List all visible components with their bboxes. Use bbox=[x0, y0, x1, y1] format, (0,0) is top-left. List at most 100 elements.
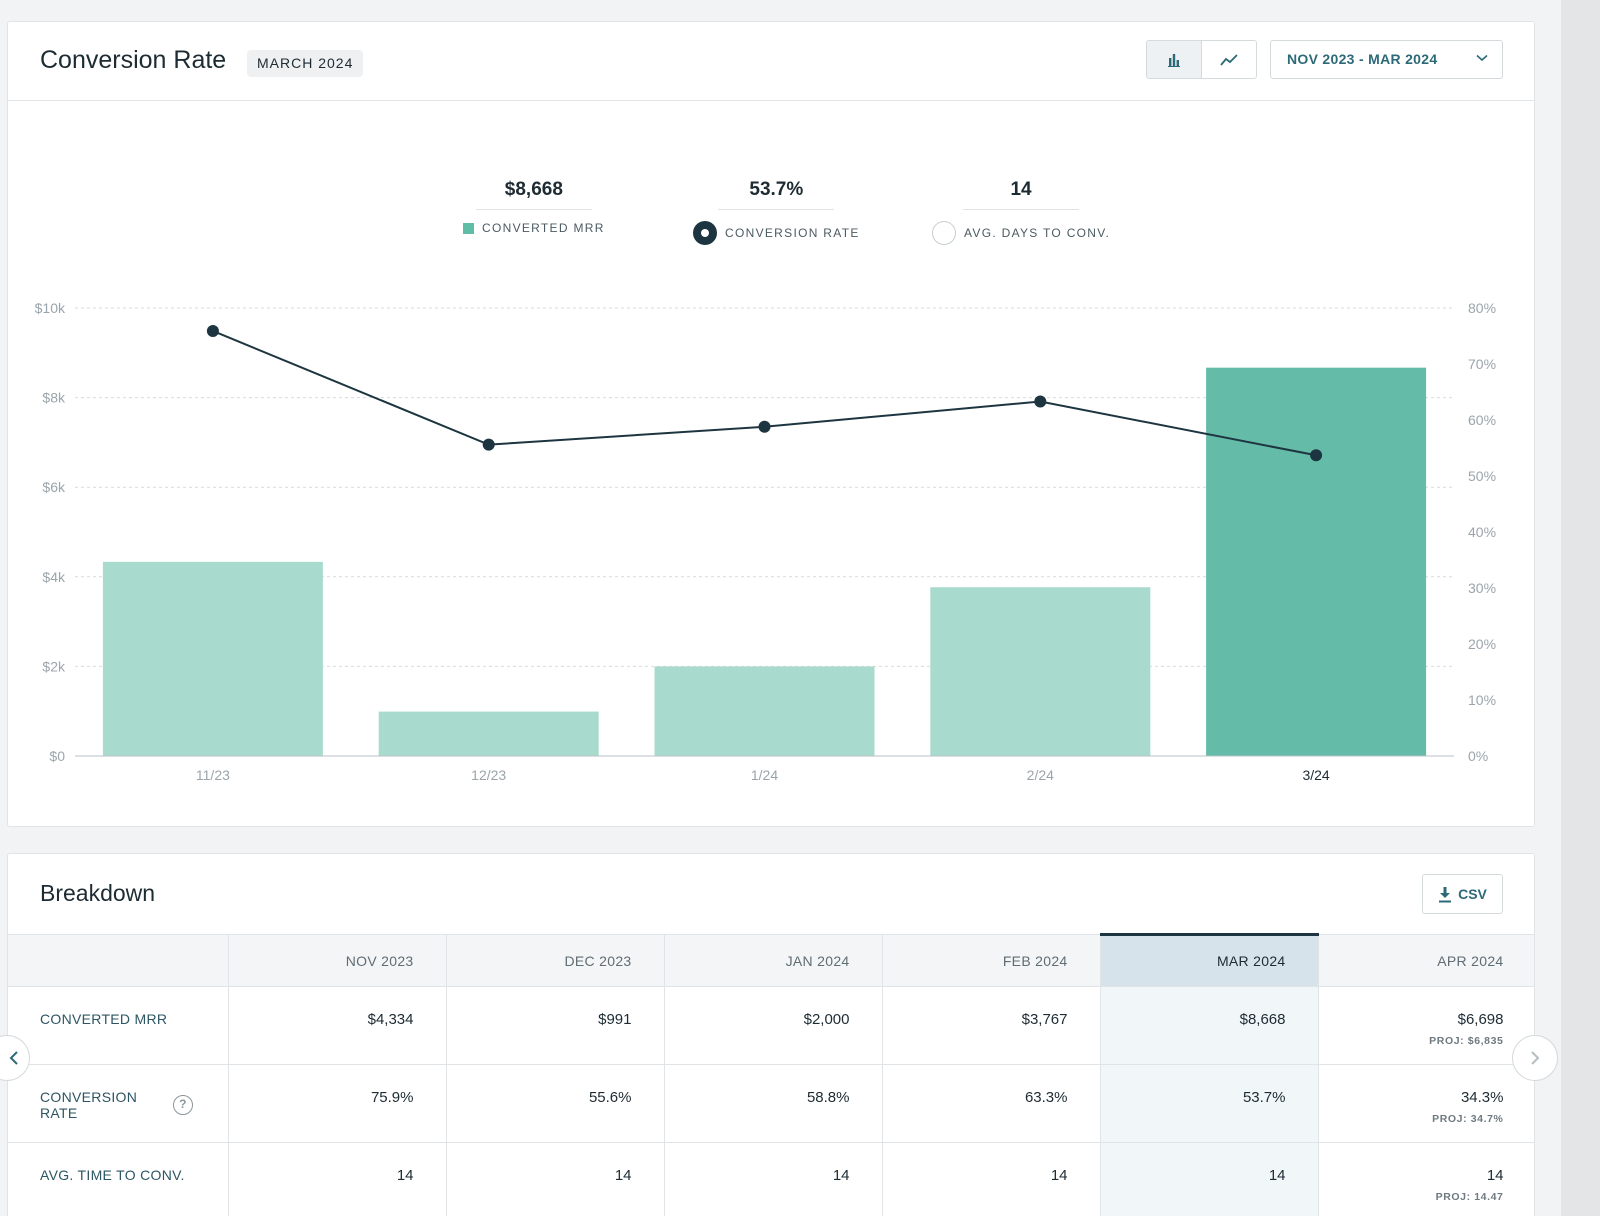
row-label: AVG. TIME TO CONV. bbox=[8, 1142, 229, 1216]
column-header: NOV 2023 bbox=[228, 934, 447, 987]
table-row: AVG. TIME TO CONV. 14 14 14 14 14 14 PROJ… bbox=[8, 1142, 1534, 1216]
column-header: APR 2024 bbox=[1318, 934, 1534, 987]
projection-value: PROJ: 34.7% bbox=[1432, 1113, 1504, 1125]
table-cell: 58.8% bbox=[664, 1064, 883, 1143]
bar bbox=[654, 666, 875, 756]
y-right-tick-label: 50% bbox=[1468, 468, 1496, 484]
y-right-tick-label: 40% bbox=[1468, 524, 1496, 540]
breakdown-table: NOV 2023 DEC 2023 JAN 2024 FEB 2024 MAR … bbox=[8, 933, 1534, 1216]
table-cell: 55.6% bbox=[446, 1064, 665, 1143]
radio-selected-icon bbox=[693, 221, 717, 245]
projection-value: PROJ: $6,835 bbox=[1429, 1035, 1504, 1047]
projection-value: PROJ: 14.47 bbox=[1435, 1191, 1504, 1203]
bar-chart-icon bbox=[1168, 53, 1180, 67]
bar bbox=[102, 561, 323, 756]
column-header-current: MAR 2024 bbox=[1100, 933, 1319, 987]
stat-value: 53.7% bbox=[718, 179, 835, 210]
y-right-tick-label: 30% bbox=[1468, 580, 1496, 596]
stat-converted-mrr[interactable]: $8,668 CONVERTED MRR bbox=[463, 179, 605, 235]
line-point bbox=[1310, 449, 1323, 462]
y-right-tick-label: 0% bbox=[1468, 748, 1488, 764]
table-cell: $991 bbox=[446, 986, 665, 1065]
table-cell: 14 bbox=[882, 1142, 1101, 1216]
legend-square-icon bbox=[463, 222, 474, 234]
table-cell: $2,000 bbox=[664, 986, 883, 1065]
y-right-tick-label: 70% bbox=[1468, 356, 1496, 372]
cell-value: 14 bbox=[1486, 1167, 1504, 1184]
stat-label: CONVERTED MRR bbox=[482, 221, 605, 235]
chevron-left-icon bbox=[9, 1051, 18, 1065]
table-cell: 14 bbox=[446, 1142, 665, 1216]
stat-label: AVG. DAYS TO CONV. bbox=[964, 226, 1111, 240]
table-cell-projected: 34.3% PROJ: 34.7% bbox=[1318, 1064, 1534, 1143]
scroll-right-button[interactable] bbox=[1512, 1035, 1558, 1081]
page-title: Conversion Rate bbox=[40, 46, 227, 74]
column-header: FEB 2024 bbox=[882, 934, 1101, 987]
help-icon[interactable]: ? bbox=[173, 1095, 193, 1115]
conversion-rate-card: Conversion Rate MARCH 2024 NOV 2023 - MA… bbox=[7, 21, 1535, 827]
month-badge: MARCH 2024 bbox=[247, 50, 364, 77]
table-cell-current: $8,668 bbox=[1100, 986, 1319, 1065]
y-right-tick-label: 80% bbox=[1468, 300, 1496, 316]
table-cell-projected: $6,698 PROJ: $6,835 bbox=[1318, 986, 1534, 1065]
table-cell: 14 bbox=[228, 1142, 447, 1216]
x-tick-label: 3/24 bbox=[1302, 767, 1329, 783]
y-right-tick-label: 10% bbox=[1468, 692, 1496, 708]
y-right-tick-label: 60% bbox=[1468, 412, 1496, 428]
x-tick-label: 11/23 bbox=[196, 767, 230, 783]
chevron-right-icon bbox=[1531, 1051, 1540, 1065]
row-label-cell: CONVERSION RATE ? bbox=[8, 1064, 229, 1143]
conversion-rate-line bbox=[212, 330, 1317, 457]
date-range-select[interactable]: NOV 2023 - MAR 2024 bbox=[1270, 40, 1503, 79]
cell-value: 34.3% bbox=[1460, 1089, 1504, 1106]
chart-view-toggle bbox=[1146, 40, 1257, 79]
conversion-chart: $0 $2k $4k $6k $8k $10k 0% 10% 20% 30% 40% 50% 60% 70… bbox=[35, 300, 1496, 783]
stat-avg-days[interactable]: 14 AVG. DAYS TO CONV. bbox=[932, 179, 1110, 245]
column-header: DEC 2023 bbox=[446, 934, 665, 987]
stat-conversion-rate[interactable]: 53.7% CONVERSION RATE bbox=[693, 179, 860, 245]
line-point bbox=[1034, 395, 1047, 408]
y-left-tick-label: $6k bbox=[42, 479, 66, 495]
table-cell: 75.9% bbox=[228, 1064, 447, 1143]
csv-download-button[interactable]: CSV bbox=[1422, 874, 1503, 914]
table-cell: 63.3% bbox=[882, 1064, 1101, 1143]
bar-view-button[interactable] bbox=[1147, 41, 1202, 78]
x-tick-label: 12/23 bbox=[471, 767, 506, 783]
stat-label: CONVERSION RATE bbox=[725, 226, 860, 240]
y-left-tick-label: $4k bbox=[42, 569, 66, 585]
cell-value: $6,698 bbox=[1457, 1011, 1504, 1028]
column-header: JAN 2024 bbox=[664, 934, 883, 987]
bar bbox=[1206, 367, 1427, 756]
table-cell: $3,767 bbox=[882, 986, 1101, 1065]
line-point bbox=[758, 420, 771, 433]
download-icon bbox=[1439, 886, 1452, 902]
side-panel-edge bbox=[1561, 0, 1600, 1216]
line-point bbox=[482, 438, 495, 451]
table-cell: $4,334 bbox=[228, 986, 447, 1065]
y-left-tick-label: $10k bbox=[35, 300, 66, 316]
table-cell-projected: 14 PROJ: 14.47 bbox=[1318, 1142, 1534, 1216]
table-cell-current: 53.7% bbox=[1100, 1064, 1319, 1143]
date-range-value: NOV 2023 - MAR 2024 bbox=[1287, 51, 1438, 67]
row-label: CONVERSION RATE bbox=[40, 1089, 138, 1121]
line-chart-icon bbox=[1220, 53, 1238, 66]
radio-unselected-icon bbox=[932, 221, 956, 245]
y-left-tick-label: $8k bbox=[42, 390, 66, 406]
table-row: CONVERSION RATE ? 75.9% 55.6% 58.8% 63.3… bbox=[8, 1064, 1534, 1143]
bar bbox=[378, 711, 599, 756]
chevron-down-icon bbox=[1476, 54, 1488, 62]
table-header-row: NOV 2023 DEC 2023 JAN 2024 FEB 2024 MAR … bbox=[8, 933, 1534, 987]
stat-value: 14 bbox=[963, 179, 1080, 210]
line-view-button[interactable] bbox=[1202, 41, 1256, 78]
y-right-tick-label: 20% bbox=[1468, 636, 1496, 652]
table-cell-current: 14 bbox=[1100, 1142, 1319, 1216]
line-point bbox=[206, 324, 219, 337]
csv-label: CSV bbox=[1458, 886, 1487, 902]
x-tick-label: 2/24 bbox=[1027, 767, 1054, 783]
table-row: CONVERTED MRR $4,334 $991 $2,000 $3,767 … bbox=[8, 986, 1534, 1065]
card-header: Conversion Rate MARCH 2024 NOV 2023 - MA… bbox=[8, 22, 1534, 101]
table-cell: 14 bbox=[664, 1142, 883, 1216]
y-left-tick-label: $2k bbox=[42, 658, 66, 674]
row-label-header bbox=[8, 934, 229, 987]
y-left-tick-label: $0 bbox=[49, 748, 65, 764]
